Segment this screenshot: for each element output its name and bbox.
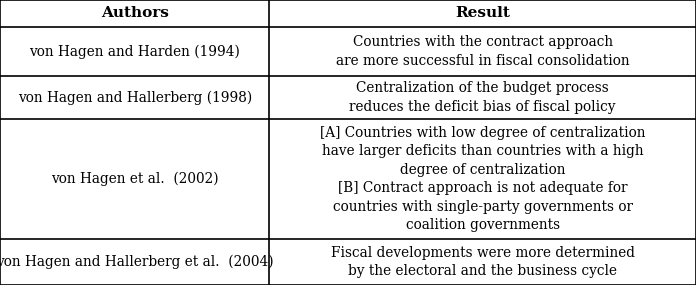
Text: Countries with the contract approach
are more successful in fiscal consolidation: Countries with the contract approach are… — [336, 35, 629, 68]
Text: Centralization of the budget process
reduces the deficit bias of fiscal policy: Centralization of the budget process red… — [349, 81, 616, 114]
Text: von Hagen and Hallerberg et al.  (2004): von Hagen and Hallerberg et al. (2004) — [0, 255, 274, 269]
Text: [A] Countries with low degree of centralization
have larger deficits than countr: [A] Countries with low degree of central… — [320, 126, 645, 232]
Text: Result: Result — [455, 7, 510, 21]
Text: Authors: Authors — [101, 7, 168, 21]
Text: von Hagen and Harden (1994): von Hagen and Harden (1994) — [29, 44, 240, 59]
Text: von Hagen and Hallerberg (1998): von Hagen and Hallerberg (1998) — [17, 90, 252, 105]
Text: Fiscal developments were more determined
by the electoral and the business cycle: Fiscal developments were more determined… — [331, 246, 635, 278]
Text: von Hagen et al.  (2002): von Hagen et al. (2002) — [51, 172, 219, 186]
